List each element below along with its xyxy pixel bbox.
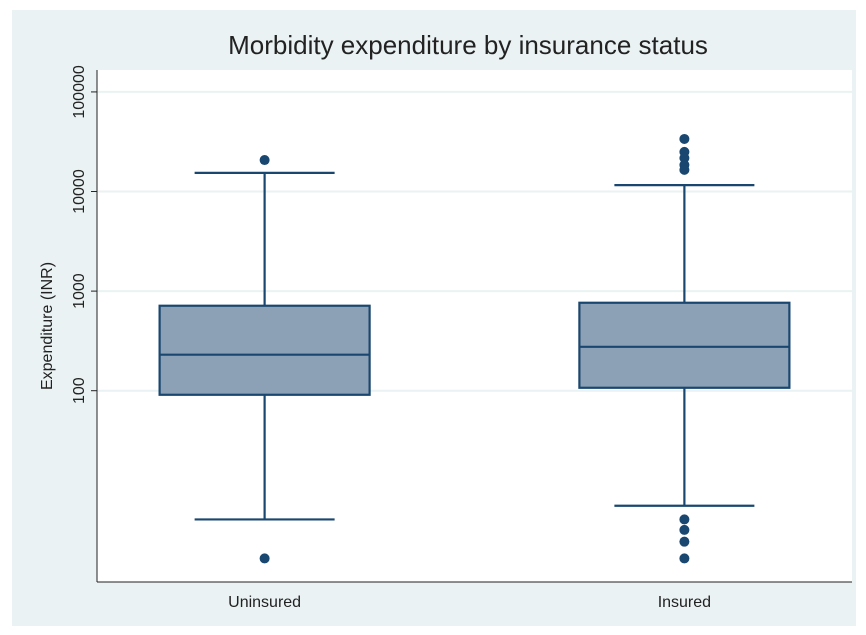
outlier [679,164,690,175]
box [158,304,371,396]
chart-title: Morbidity expenditure by insurance statu… [228,30,708,60]
outlier [679,514,690,525]
outlier [679,153,690,164]
y-axis-label: Expenditure (INR) [39,262,56,390]
y-tick-label: 100 [71,377,88,404]
outlier [259,155,270,166]
outlier [679,133,690,144]
y-tick-label: 100000 [71,65,88,118]
x-tick-label: Insured [658,594,711,611]
outlier [259,553,270,564]
x-tick-label: Uninsured [228,594,301,611]
box [578,301,791,389]
outlier [679,553,690,564]
y-tick-label: 10000 [71,169,88,214]
outlier [679,524,690,535]
y-tick-label: 1000 [71,273,88,309]
outlier [679,536,690,547]
